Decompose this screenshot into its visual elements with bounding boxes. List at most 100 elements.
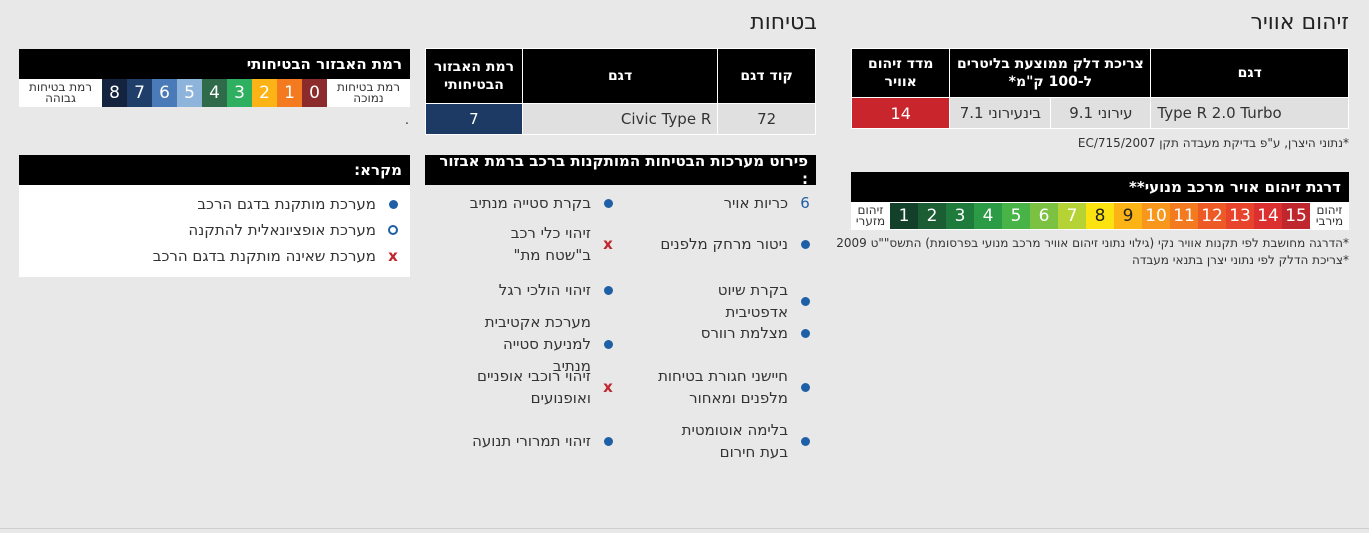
safety-system-label: מערכת אקטיבית למניעת סטייה מנתיב [484, 313, 591, 375]
safety-level-badge: 7 [425, 103, 523, 135]
legend-item: מערכת אופציונאלית להתקנה [188, 219, 400, 241]
pollution-scale-cell: 14 [1254, 203, 1282, 229]
col-header-safety-model: דגם [521, 48, 719, 104]
safety-scale-high-label: רמת בטיחות גבוהה [28, 80, 93, 105]
legend-label: מערכת שאינה מותקנת בדגם הרכב [152, 247, 376, 265]
safety-system-item: בקרת שיוט אדפטיבית [652, 279, 812, 323]
installed-dot-icon [798, 328, 812, 338]
air-pollution-heading: זיהום אוויר [1250, 10, 1349, 35]
pollution-scale-cell: 5 [1002, 203, 1030, 229]
safety-table: קוד דגם דגם רמת האבזור הבטיחותי 72 Civic… [425, 48, 816, 135]
safety-system-item: זיהוי הולכי רגל [465, 279, 615, 301]
safety-system-item: מצלמת רוורס [652, 322, 812, 344]
col-header-model: דגם [1150, 48, 1349, 98]
optional-ring-icon [386, 225, 400, 235]
safety-level-cell: 6 [152, 79, 177, 107]
installed-dot-icon [798, 436, 812, 446]
legend-label: מערכת אופציונאלית להתקנה [188, 221, 376, 239]
col-header-safety-level: רמת האבזור הבטיחותי [425, 48, 523, 104]
legend-item: מערכת מותקנת בדגם הרכב [197, 193, 400, 215]
safety-system-item: בקרת סטייה מנתיב [465, 192, 615, 214]
safety-system-label: זיהוי רוכבי אופניים ואופנועים [477, 367, 591, 407]
safety-level-cell: 5 [177, 79, 202, 107]
legend-box: מערכת מותקנת בדגם הרכב מערכת אופציונאלית … [19, 185, 410, 277]
safety-level-cell: 1 [277, 79, 302, 107]
col-header-fuel: צריכת דלק ממוצעת בליטרים ל-100 ק"מ* [949, 48, 1152, 98]
safety-system-label: כריות אויר [723, 194, 788, 212]
col-header-pollution-index: מדד זיהום אוויר [850, 48, 951, 98]
safety-system-label: בקרת שיוט אדפטיבית [717, 281, 788, 321]
not-installed-x-icon: x [603, 378, 613, 396]
safety-system-label: בלימה אוטומטית בעת חירום [681, 421, 788, 461]
col-header-model-code: קוד דגם [717, 48, 816, 104]
pollution-scale-cell: 9 [1114, 203, 1142, 229]
fuel-footnote: *צריכת הדלק לפי נתוני יצרן בתנאי מעבדה [1131, 253, 1349, 267]
pollution-index-badge: 14 [850, 97, 951, 129]
installed-dot-icon [386, 199, 400, 209]
count-badge: 6 [800, 194, 810, 212]
model-code-value: 72 [717, 103, 816, 135]
pollution-scale-min-label: זיהום מזערי [855, 203, 886, 228]
safety-level-cell: 4 [202, 79, 227, 107]
installed-dot-icon [601, 285, 615, 295]
air-table-footnote: *נתוני היצרן, ע"פ בדיקת מעבדה תקן EC/715… [1077, 136, 1349, 150]
safety-model-value: Civic Type R [521, 103, 719, 135]
safety-level-cell: 0 [302, 79, 327, 107]
legend-label: מערכת מותקנת בדגם הרכב [197, 195, 376, 213]
not-installed-x-icon: x [388, 247, 398, 265]
safety-system-label: זיהוי כלי רכב ב"שטח מת" [510, 224, 591, 264]
pollution-scale-cell: 7 [1058, 203, 1086, 229]
legend-item: x מערכת שאינה מותקנת בדגם הרכב [153, 245, 400, 267]
safety-system-label: ניטור מרחק מלפנים [660, 235, 788, 253]
pollution-scale-cell: 13 [1226, 203, 1254, 229]
scale-footnote-dot: . [404, 113, 409, 128]
safety-level-cell: 3 [227, 79, 252, 107]
safety-level-cell: 8 [102, 79, 127, 107]
safety-system-item: חיישני חגורת בטיחות מלפנים ומאחור [652, 365, 812, 409]
safety-system-label: זיהוי תמרורי תנועה [472, 432, 591, 450]
safety-system-item: ניטור מרחק מלפנים [652, 233, 812, 255]
safety-system-item: x זיהוי כלי רכב ב"שטח מת" [465, 222, 615, 266]
pollution-grade-footnote: *הדרגה מחושבת לפי תקנות אוויר נקי (גילוי… [836, 236, 1349, 250]
safety-level-cell: 2 [252, 79, 277, 107]
bottom-divider [0, 528, 1369, 529]
safety-level-cell: 7 [127, 79, 152, 107]
air-pollution-table: דגם צריכת דלק ממוצעת בליטרים ל-100 ק"מ* … [850, 48, 1349, 129]
safety-system-label: חיישני חגורת בטיחות מלפנים ומאחור [658, 367, 788, 407]
pollution-scale: זיהום מירבי 15 14 13 12 11 10 9 8 7 6 5 4 3 2 1 זיהום … [851, 202, 1349, 230]
legend-title: מקרא: [19, 155, 410, 185]
pollution-scale-cell: 15 [1282, 203, 1310, 229]
safety-heading: בטיחות [750, 10, 817, 35]
pollution-scale-cell: 6 [1030, 203, 1058, 229]
safety-systems-title: פירוט מערכות הבטיחות המותקנות ברכב ברמת … [425, 152, 816, 188]
safety-scale-low-label: רמת בטיחות נמוכה [336, 80, 401, 105]
pollution-scale-cell: 4 [974, 203, 1002, 229]
pollution-scale-cell: 11 [1170, 203, 1198, 229]
pollution-scale-max-label: זיהום מירבי [1315, 203, 1344, 228]
pollution-scale-cell: 10 [1142, 203, 1170, 229]
safety-system-item: 6 כריות אויר [652, 192, 812, 214]
safety-system-item: מערכת אקטיבית למניעת סטייה מנתיב [465, 311, 615, 377]
pollution-scale-cell: 1 [890, 203, 918, 229]
safety-system-item: x זיהוי רוכבי אופניים ואופנועים [465, 365, 615, 409]
safety-system-label: בקרת סטייה מנתיב [469, 194, 591, 212]
pollution-scale-cell: 2 [918, 203, 946, 229]
safety-system-label: זיהוי הולכי רגל [498, 281, 591, 299]
installed-dot-icon [601, 436, 615, 446]
installed-dot-icon [601, 339, 615, 349]
installed-dot-icon [798, 296, 812, 306]
safety-system-item: בלימה אוטומטית בעת חירום [652, 419, 812, 463]
model-value: Type R 2.0 Turbo [1150, 97, 1349, 129]
interurban-consumption: בינעירוני 7.1 [959, 104, 1042, 122]
installed-dot-icon [601, 198, 615, 208]
pollution-scale-title: דרגת זיהום אויר מרכב מנועי** [851, 172, 1349, 202]
pollution-scale-cell: 12 [1198, 203, 1226, 229]
not-installed-x-icon: x [603, 235, 613, 253]
pollution-scale-cell: 3 [946, 203, 974, 229]
safety-level-scale-title: רמת האבזור הבטיחותי [19, 49, 410, 79]
urban-consumption: עירוני 9.1 [1050, 98, 1150, 128]
pollution-scale-cell: 8 [1086, 203, 1114, 229]
installed-dot-icon [798, 239, 812, 249]
safety-system-item: זיהוי תמרורי תנועה [465, 430, 615, 452]
